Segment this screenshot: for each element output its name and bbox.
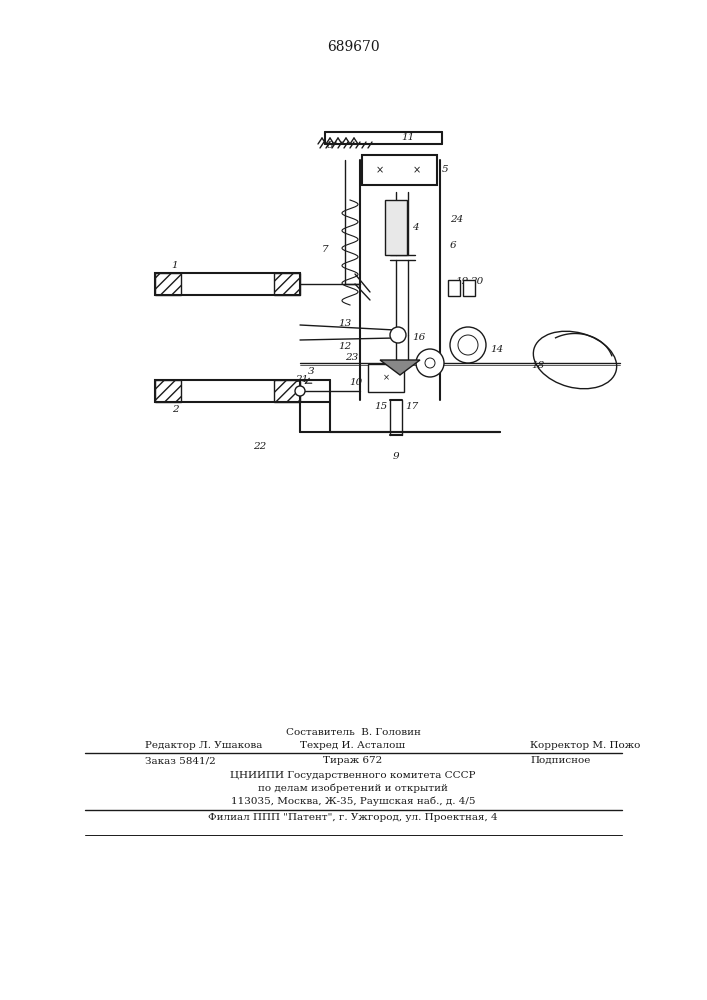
Text: Филиал ППП "Патент", г. Ужгород, ул. Проектная, 4: Филиал ППП "Патент", г. Ужгород, ул. Про…	[208, 813, 498, 822]
Circle shape	[295, 386, 305, 396]
Text: 113035, Москва, Ж-35, Раушская наб., д. 4/5: 113035, Москва, Ж-35, Раушская наб., д. …	[230, 796, 475, 806]
Bar	[385, 200, 407, 255]
Text: 24: 24	[450, 216, 463, 225]
Text: 2: 2	[172, 405, 178, 414]
Text: Тираж 672: Тираж 672	[323, 756, 382, 765]
Text: Техред И. Асталош: Техред И. Асталош	[300, 741, 406, 750]
Text: Подписное: Подписное	[530, 756, 590, 765]
Polygon shape	[380, 360, 420, 375]
Bar	[155, 380, 300, 402]
Text: 18: 18	[532, 360, 544, 369]
Text: 12: 12	[339, 342, 351, 351]
Text: 11: 11	[402, 133, 414, 142]
Text: Заказ 5841/2: Заказ 5841/2	[145, 756, 216, 765]
Text: 9: 9	[392, 452, 399, 461]
Text: 21: 21	[295, 375, 308, 384]
Bar	[155, 273, 300, 295]
Text: 20: 20	[470, 277, 484, 286]
Bar	[274, 380, 300, 402]
Text: 689670: 689670	[327, 40, 380, 54]
Text: ЦНИИПИ Государственного комитета СССР: ЦНИИПИ Государственного комитета СССР	[230, 771, 476, 780]
Text: 17: 17	[405, 402, 419, 411]
Bar	[448, 280, 460, 296]
Bar	[463, 280, 475, 296]
Text: 16: 16	[412, 332, 425, 342]
Text: 4: 4	[412, 223, 419, 232]
Bar	[362, 155, 437, 185]
Text: Редактор Л. Ушакова: Редактор Л. Ушакова	[145, 741, 262, 750]
Text: 5: 5	[442, 165, 449, 174]
Circle shape	[416, 349, 444, 377]
Text: 8: 8	[327, 141, 333, 150]
Bar	[368, 364, 404, 392]
Bar	[155, 273, 181, 295]
Text: ×: ×	[382, 373, 390, 382]
Text: 19: 19	[455, 277, 468, 286]
Text: 13: 13	[339, 319, 351, 328]
Bar	[155, 380, 181, 402]
Text: 23: 23	[345, 353, 358, 361]
Text: 10: 10	[350, 378, 363, 387]
Text: ×: ×	[413, 165, 421, 175]
Text: по делам изобретений и открытий: по делам изобретений и открытий	[258, 784, 448, 793]
Text: 15: 15	[375, 402, 388, 411]
Text: 22: 22	[253, 442, 267, 451]
Circle shape	[390, 327, 406, 343]
Text: Корректор М. Пожо: Корректор М. Пожо	[530, 741, 641, 750]
Text: 14: 14	[490, 346, 503, 355]
Text: 1: 1	[172, 261, 178, 270]
Circle shape	[450, 327, 486, 363]
Text: ×: ×	[376, 165, 384, 175]
Text: 6: 6	[450, 240, 457, 249]
Text: 7: 7	[322, 245, 328, 254]
Text: Составитель  В. Головин: Составитель В. Головин	[286, 728, 421, 737]
Text: 3: 3	[308, 367, 315, 376]
Bar	[274, 273, 300, 295]
